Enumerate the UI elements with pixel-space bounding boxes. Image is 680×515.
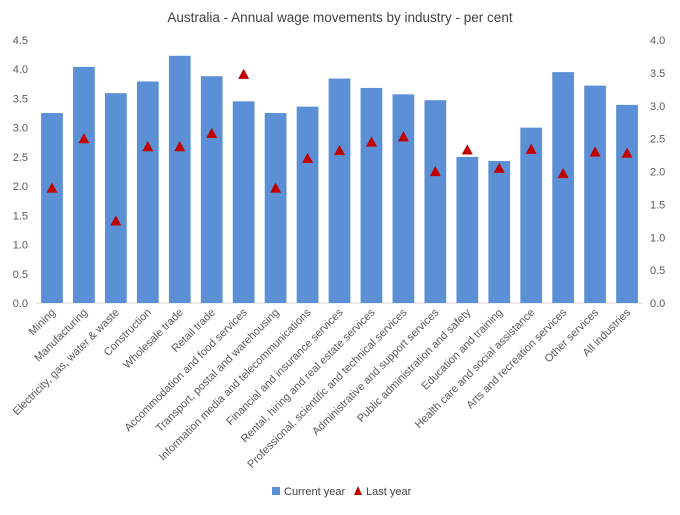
legend-swatch-last-year	[354, 486, 362, 495]
marker-last-year	[429, 166, 441, 177]
right-tick-label: 0.5	[650, 265, 665, 277]
left-tick-label: 3.0	[13, 123, 28, 135]
category-label: Financial and insurance services	[224, 306, 346, 428]
bar-current-year	[392, 94, 415, 303]
left-tick-label: 4.0	[13, 64, 28, 76]
legend: Current year Last year	[272, 486, 412, 498]
legend-swatch-current-year	[272, 487, 280, 495]
right-tick-label: 1.5	[650, 199, 665, 211]
bar-current-year	[360, 87, 383, 304]
marker-last-year	[238, 68, 250, 79]
marker-last-year	[493, 162, 505, 173]
bar-current-year	[424, 100, 447, 303]
left-tick-label: 1.5	[13, 210, 28, 222]
marker-last-year	[110, 215, 122, 226]
right-tick-label: 4.0	[650, 35, 665, 47]
left-tick-label: 3.5	[13, 93, 28, 105]
left-tick-label: 4.5	[13, 35, 28, 47]
bar-current-year	[456, 156, 479, 303]
right-tick-label: 1.0	[650, 232, 665, 244]
marker-last-year	[365, 136, 377, 147]
left-tick-label: 0.0	[13, 298, 28, 310]
bar-current-year	[488, 160, 511, 303]
bar-current-year	[168, 55, 191, 303]
marker-last-year	[174, 141, 186, 152]
marker-last-year	[78, 133, 90, 144]
left-tick-label: 2.0	[13, 181, 28, 193]
marker-last-year	[302, 152, 314, 164]
bar-current-year	[264, 113, 287, 303]
marker-last-year	[142, 141, 154, 152]
right-tick-label: 3.5	[650, 68, 665, 80]
bar-current-year	[200, 76, 223, 303]
bar-current-year	[136, 81, 159, 304]
left-tick-label: 0.5	[13, 269, 28, 281]
marker-last-year	[525, 143, 537, 154]
marker-last-year	[46, 182, 58, 193]
right-tick-label: 0.0	[650, 298, 665, 310]
category-label: Health care and social assistance	[413, 307, 537, 431]
bar-current-year	[73, 66, 95, 303]
bar-current-year	[105, 93, 127, 303]
marker-last-year	[270, 182, 282, 193]
bar-current-year	[41, 113, 63, 303]
left-tick-label: 2.5	[13, 152, 28, 164]
marker-last-year	[461, 144, 473, 155]
markers-last-year	[46, 68, 633, 226]
right-tick-label: 2.5	[650, 134, 665, 146]
marker-last-year	[589, 146, 601, 157]
bars-current-year	[41, 55, 638, 304]
marker-last-year	[397, 131, 409, 142]
bar-current-year	[232, 101, 255, 303]
marker-last-year	[206, 127, 218, 139]
legend-label-current-year: Current year	[284, 486, 345, 498]
marker-last-year	[621, 147, 633, 158]
legend-label-last-year: Last year	[366, 486, 412, 498]
bar-current-year	[584, 85, 606, 303]
right-axis: 0.0 0.5 1.0 1.5 2.0 2.5 3.0 3.5 4.0	[650, 35, 665, 310]
bar-current-year	[552, 72, 574, 304]
bar-current-year	[296, 106, 319, 303]
marker-last-year	[557, 167, 569, 179]
bar-current-year	[328, 78, 351, 303]
marker-last-year	[334, 144, 345, 156]
chart-title: Australia - Annual wage movements by ind…	[167, 10, 512, 25]
bar-current-year	[616, 104, 638, 303]
bar-current-year	[520, 127, 543, 304]
left-tick-label: 1.0	[13, 240, 28, 252]
category-label: Mining	[27, 307, 58, 338]
right-tick-label: 2.0	[650, 167, 665, 179]
right-tick-label: 3.0	[650, 101, 665, 113]
